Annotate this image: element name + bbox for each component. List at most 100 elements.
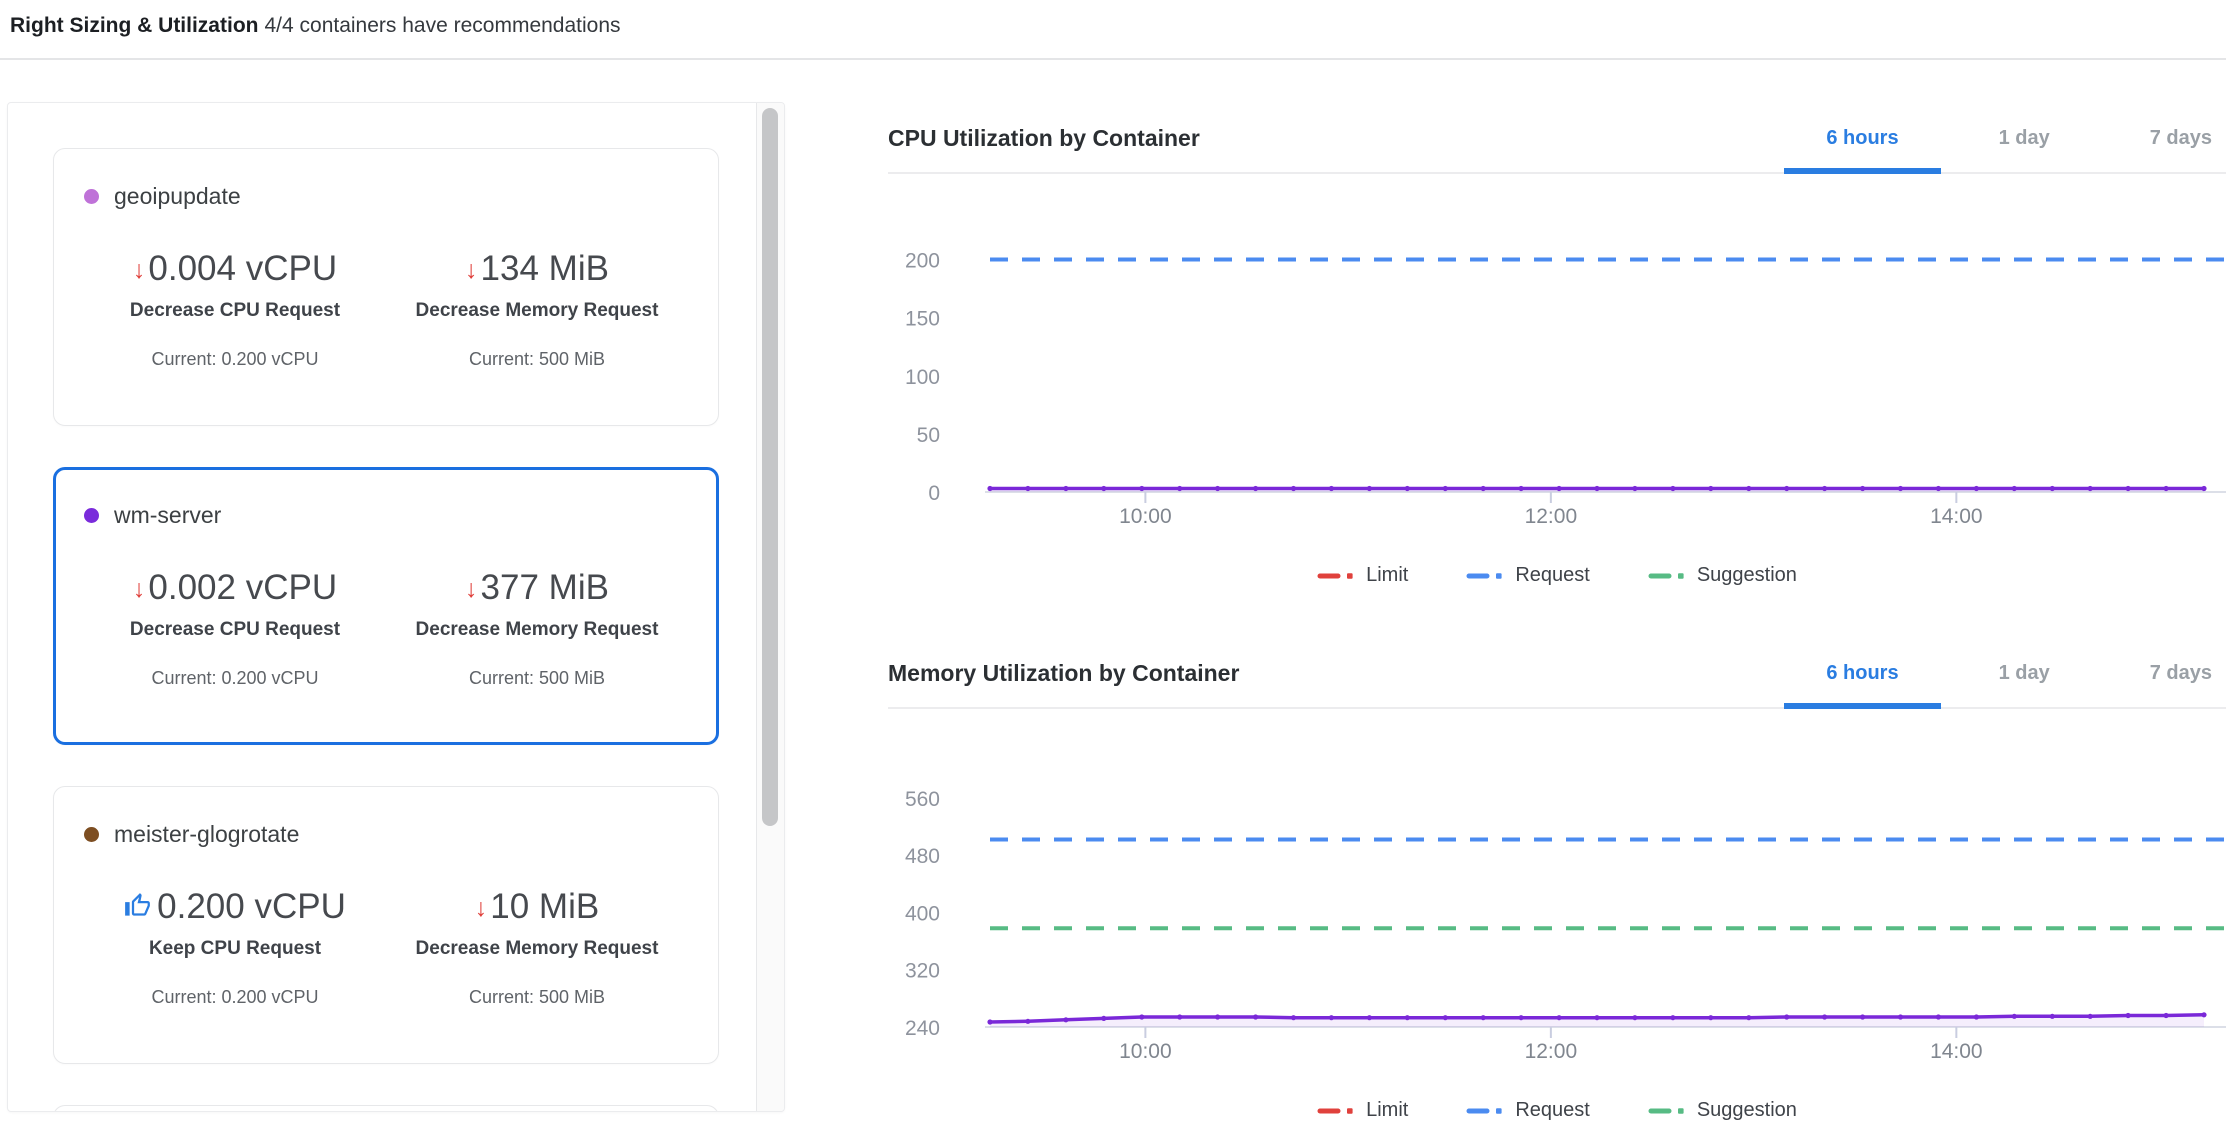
usage-point-marker (1215, 1014, 1221, 1020)
scrollbar-thumb[interactable] (762, 108, 778, 826)
usage-point-marker (1177, 1014, 1183, 1020)
container-color-dot (84, 508, 99, 523)
usage-point-marker (1784, 1014, 1790, 1020)
usage-point-marker (1822, 485, 1828, 492)
usage-point-marker (1139, 1014, 1145, 1020)
container-card-geoipupdate[interactable]: geoipupdate ↓ 0.004 vCPU Decrease CPU Reque… (53, 148, 719, 426)
cpu-recommendation: 0.200 vCPU Keep CPU Request Current: 0.200… (84, 884, 386, 1008)
usage-point-marker (1670, 485, 1676, 492)
page-header: Right Sizing & Utilization 4/4 containers… (0, 0, 2226, 60)
usage-point-marker (1101, 1015, 1107, 1021)
memory-chart-plot: 240 320 400 480 560 10:00 12:00 14:00 (905, 788, 2226, 1063)
usage-point-marker (1366, 485, 1372, 492)
cpu-action-label: Decrease CPU Request (129, 300, 341, 321)
usage-point-marker (987, 485, 993, 492)
usage-point-marker (1973, 485, 1979, 492)
usage-point-marker (1063, 485, 1069, 492)
cpu-current-value: Current: 0.200 vCPU (151, 987, 319, 1007)
usage-point-marker (1404, 485, 1410, 492)
usage-point-marker (2049, 1013, 2055, 1019)
memory-tab-1-day[interactable]: 1 day (1999, 662, 2050, 707)
next-container-card-partial[interactable] (53, 1105, 719, 1111)
y-tick-label: 200 (905, 250, 940, 273)
container-cards-list: geoipupdate ↓ 0.004 vCPU Decrease CPU Reque… (8, 103, 755, 1111)
usage-point-marker (1328, 1015, 1334, 1021)
x-tick-label: 10:00 (1119, 1040, 1172, 1063)
memory-tab-7-days[interactable]: 7 days (2150, 662, 2212, 707)
legend-label: Limit (1366, 564, 1409, 586)
usage-point-marker (2087, 1013, 2093, 1019)
memory-recommendation: ↓ 10 MiB Decrease Memory Request Current: 5… (386, 884, 688, 1008)
usage-point-marker (1670, 1015, 1676, 1021)
usage-point-marker (1746, 1015, 1752, 1021)
cpu-recommended-value: ↓ 0.004 vCPU (133, 246, 337, 292)
container-card-meister-glogrotate[interactable]: meister-glogrotate 0.200 vCPU Keep CPU Req… (53, 786, 719, 1064)
y-tick-label: 320 (905, 960, 940, 983)
memory-chart-title: Memory Utilization by Container (888, 660, 1240, 686)
memory-recommendation: ↓ 134 MiB Decrease Memory Request Current: … (386, 246, 688, 370)
memory-current-value: Current: 500 MiB (468, 987, 606, 1007)
usage-point-marker (1784, 485, 1790, 492)
cpu-chart-header: CPU Utilization by Container 6 hours 1 day… (888, 110, 2226, 174)
legend-item-request[interactable]: Request (1466, 564, 1590, 587)
usage-point-marker (1025, 485, 1031, 492)
keep-thumbs-up-icon (125, 892, 151, 916)
cpu-tab-1-day[interactable]: 1 day (1999, 127, 2050, 172)
decrease-arrow-icon: ↓ (132, 256, 146, 284)
usage-point-marker (2125, 1012, 2131, 1019)
legend-item-suggestion[interactable]: Suggestion (1648, 1099, 1797, 1122)
legend-item-suggestion[interactable]: Suggestion (1648, 564, 1797, 587)
y-tick-label: 240 (905, 1017, 940, 1040)
decrease-arrow-icon: ↓ (474, 894, 488, 922)
container-name-row: meister-glogrotate (84, 821, 688, 848)
cpu-tab-7-days[interactable]: 7 days (2150, 127, 2212, 172)
page-title: Right Sizing & Utilization (10, 14, 259, 37)
legend-label: Request (1515, 1099, 1590, 1121)
x-tick-label: 10:00 (1119, 505, 1172, 528)
cpu-tab-6-hours[interactable]: 6 hours (1784, 127, 1941, 174)
y-tick-label: 150 (905, 308, 940, 331)
legend-item-request[interactable]: Request (1466, 1099, 1590, 1122)
usage-point-marker (1518, 485, 1524, 492)
recommendations-row: 0.200 vCPU Keep CPU Request Current: 0.200… (84, 884, 688, 1008)
usage-point-marker (1480, 485, 1486, 492)
usage-point-marker (2125, 485, 2131, 492)
usage-point-marker (1177, 485, 1183, 492)
memory-tab-6-hours[interactable]: 6 hours (1784, 662, 1941, 709)
cpu-action-label: Decrease CPU Request (129, 619, 341, 640)
decrease-arrow-icon: ↓ (132, 575, 146, 603)
y-tick-label: 100 (905, 366, 940, 389)
memory-action-label: Decrease Memory Request (415, 619, 659, 640)
legend-item-limit[interactable]: Limit (1317, 564, 1408, 587)
legend-label: Suggestion (1696, 1099, 1797, 1121)
scrollbar-track[interactable] (756, 103, 784, 1111)
x-tick-label: 14:00 (1930, 1040, 1983, 1063)
usage-point-marker (1215, 485, 1221, 492)
recommendations-row: ↓ 0.004 vCPU Decrease CPU Request Current: … (84, 246, 688, 370)
usage-point-marker (2201, 1012, 2207, 1018)
usage-point-marker (1860, 485, 1866, 492)
memory-chart-legend: Limit Request Suggestion (888, 1099, 2226, 1122)
decrease-arrow-icon: ↓ (465, 575, 478, 603)
usage-point-marker (1025, 1018, 1031, 1024)
usage-point-marker (1101, 485, 1107, 492)
usage-point-marker (1063, 1017, 1069, 1023)
container-card-wm-server[interactable]: wm-server ↓ 0.002 vCPU Decrease CPU Request… (53, 467, 719, 745)
container-name: wm-server (114, 502, 222, 528)
x-tick-label: 12:00 (1525, 505, 1578, 528)
usage-point-marker (1897, 485, 1904, 492)
y-tick-label: 400 (905, 902, 940, 925)
usage-point-marker (1139, 485, 1145, 492)
charts-column: CPU Utilization by Container 6 hours 1 day… (888, 0, 2226, 1144)
usage-point-marker (1632, 1015, 1638, 1021)
usage-point-marker (1594, 485, 1600, 492)
legend-label: Limit (1366, 1099, 1409, 1121)
legend-item-limit[interactable]: Limit (1317, 1099, 1408, 1122)
usage-point-marker (987, 1019, 993, 1025)
cpu-chart-section: CPU Utilization by Container 6 hours 1 day… (888, 110, 2226, 587)
usage-point-marker (2201, 485, 2207, 492)
legend-marker-icon (1466, 1107, 1502, 1114)
usage-point-marker (1518, 1015, 1524, 1021)
usage-point-marker (1556, 485, 1562, 492)
